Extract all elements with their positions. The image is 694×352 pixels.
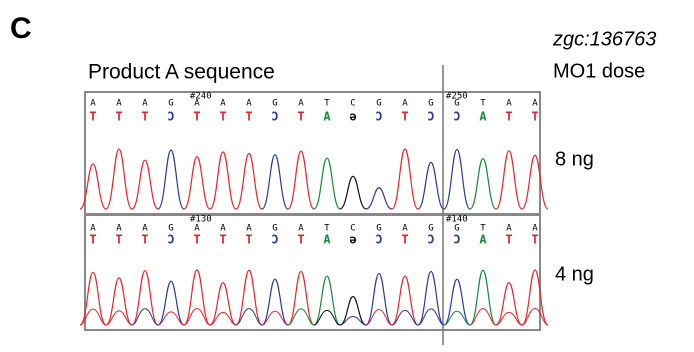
- base-call: Ɔ: [453, 110, 460, 124]
- peak: [262, 155, 288, 209]
- figure: C zgc:136763 MO1 dose Product A sequence…: [0, 0, 694, 347]
- dose-label: 4 ng: [555, 263, 594, 285]
- base-call: T: [401, 110, 408, 124]
- reference-base: A: [532, 99, 538, 109]
- base-call: T: [401, 233, 408, 247]
- reference-base: G: [168, 99, 173, 109]
- reference-base: G: [454, 99, 459, 109]
- peak: [366, 273, 392, 325]
- peak: [392, 149, 418, 209]
- peak: [340, 297, 366, 325]
- peak: [106, 278, 132, 325]
- base-call: Ɔ: [271, 110, 278, 124]
- base-call: T: [297, 110, 304, 124]
- reference-base: A: [298, 99, 304, 109]
- base-call: A: [323, 110, 331, 124]
- peak: [314, 158, 340, 209]
- base-call: T: [505, 233, 512, 247]
- peak: [444, 149, 470, 209]
- base-call: Ɔ: [427, 110, 434, 124]
- peak: [496, 151, 522, 209]
- reference-base: C: [350, 99, 355, 109]
- peak: [80, 272, 106, 325]
- base-call: T: [219, 110, 226, 124]
- reference-base: A: [246, 99, 252, 109]
- peak: [106, 149, 132, 209]
- peak: [522, 155, 548, 209]
- peak: [470, 270, 496, 325]
- base-call: T: [89, 110, 96, 124]
- reference-base: A: [90, 99, 96, 109]
- base-call: T: [245, 233, 252, 247]
- reference-base: A: [116, 99, 122, 109]
- base-call: Ɔ: [453, 233, 460, 247]
- base-call: Ɔ: [375, 233, 382, 247]
- base-call: Ɔ: [167, 233, 174, 247]
- base-call: ə: [349, 233, 356, 247]
- base-call: T: [219, 233, 226, 247]
- base-call: T: [115, 233, 122, 247]
- peak: [366, 188, 392, 209]
- peak: [210, 152, 236, 209]
- peak: [288, 151, 314, 209]
- peak: [262, 279, 288, 325]
- peak: [314, 276, 340, 325]
- title: Product A sequence: [88, 61, 275, 84]
- base-call: A: [479, 233, 487, 247]
- peak: [470, 159, 496, 209]
- base-call: T: [89, 233, 96, 247]
- position-marker: #130: [190, 215, 212, 225]
- peak: [158, 150, 184, 209]
- base-call: T: [141, 233, 148, 247]
- dose-label: 8 ng: [555, 148, 594, 170]
- base-call: A: [479, 110, 487, 124]
- peak: [132, 271, 158, 325]
- reference-base: G: [376, 99, 381, 109]
- base-call: T: [531, 110, 538, 124]
- peak: [288, 271, 314, 325]
- base-call: T: [141, 110, 148, 124]
- reference-base: A: [142, 99, 148, 109]
- peak: [236, 270, 262, 325]
- base-call: Ɔ: [375, 110, 382, 124]
- reference-base: A: [220, 99, 226, 109]
- base-call: T: [115, 110, 122, 124]
- base-call: A: [323, 233, 331, 247]
- peak: [158, 281, 184, 325]
- peak: [444, 279, 470, 325]
- position-marker: #240: [190, 92, 212, 102]
- gene-name: zgc:136763: [552, 28, 656, 50]
- peak: [80, 164, 106, 209]
- reference-base: T: [480, 99, 486, 109]
- reference-base: T: [324, 99, 330, 109]
- panel-label: C: [10, 12, 32, 45]
- reference-base: G: [272, 99, 277, 109]
- reference-base: A: [506, 99, 512, 109]
- base-call: ə: [349, 110, 356, 124]
- base-call: T: [193, 233, 200, 247]
- base-call: T: [245, 110, 252, 124]
- peak: [496, 283, 522, 325]
- peak: [522, 270, 548, 325]
- peak: [184, 270, 210, 325]
- base-call: Ɔ: [427, 233, 434, 247]
- peak: [210, 283, 236, 325]
- base-call: T: [505, 110, 512, 124]
- reference-base: A: [402, 99, 408, 109]
- base-call: Ɔ: [271, 233, 278, 247]
- peak: [418, 271, 444, 325]
- peak: [340, 176, 366, 209]
- base-call: Ɔ: [167, 110, 174, 124]
- peak: [184, 157, 210, 209]
- peak: [418, 162, 444, 209]
- peak: [132, 160, 158, 209]
- base-call: T: [297, 233, 304, 247]
- reference-base: A: [194, 99, 200, 109]
- reference-base: G: [428, 99, 433, 109]
- peak: [392, 276, 418, 325]
- dose-header: MO1 dose: [553, 60, 645, 82]
- base-call: T: [531, 233, 538, 247]
- peak: [236, 154, 262, 209]
- base-call: T: [193, 110, 200, 124]
